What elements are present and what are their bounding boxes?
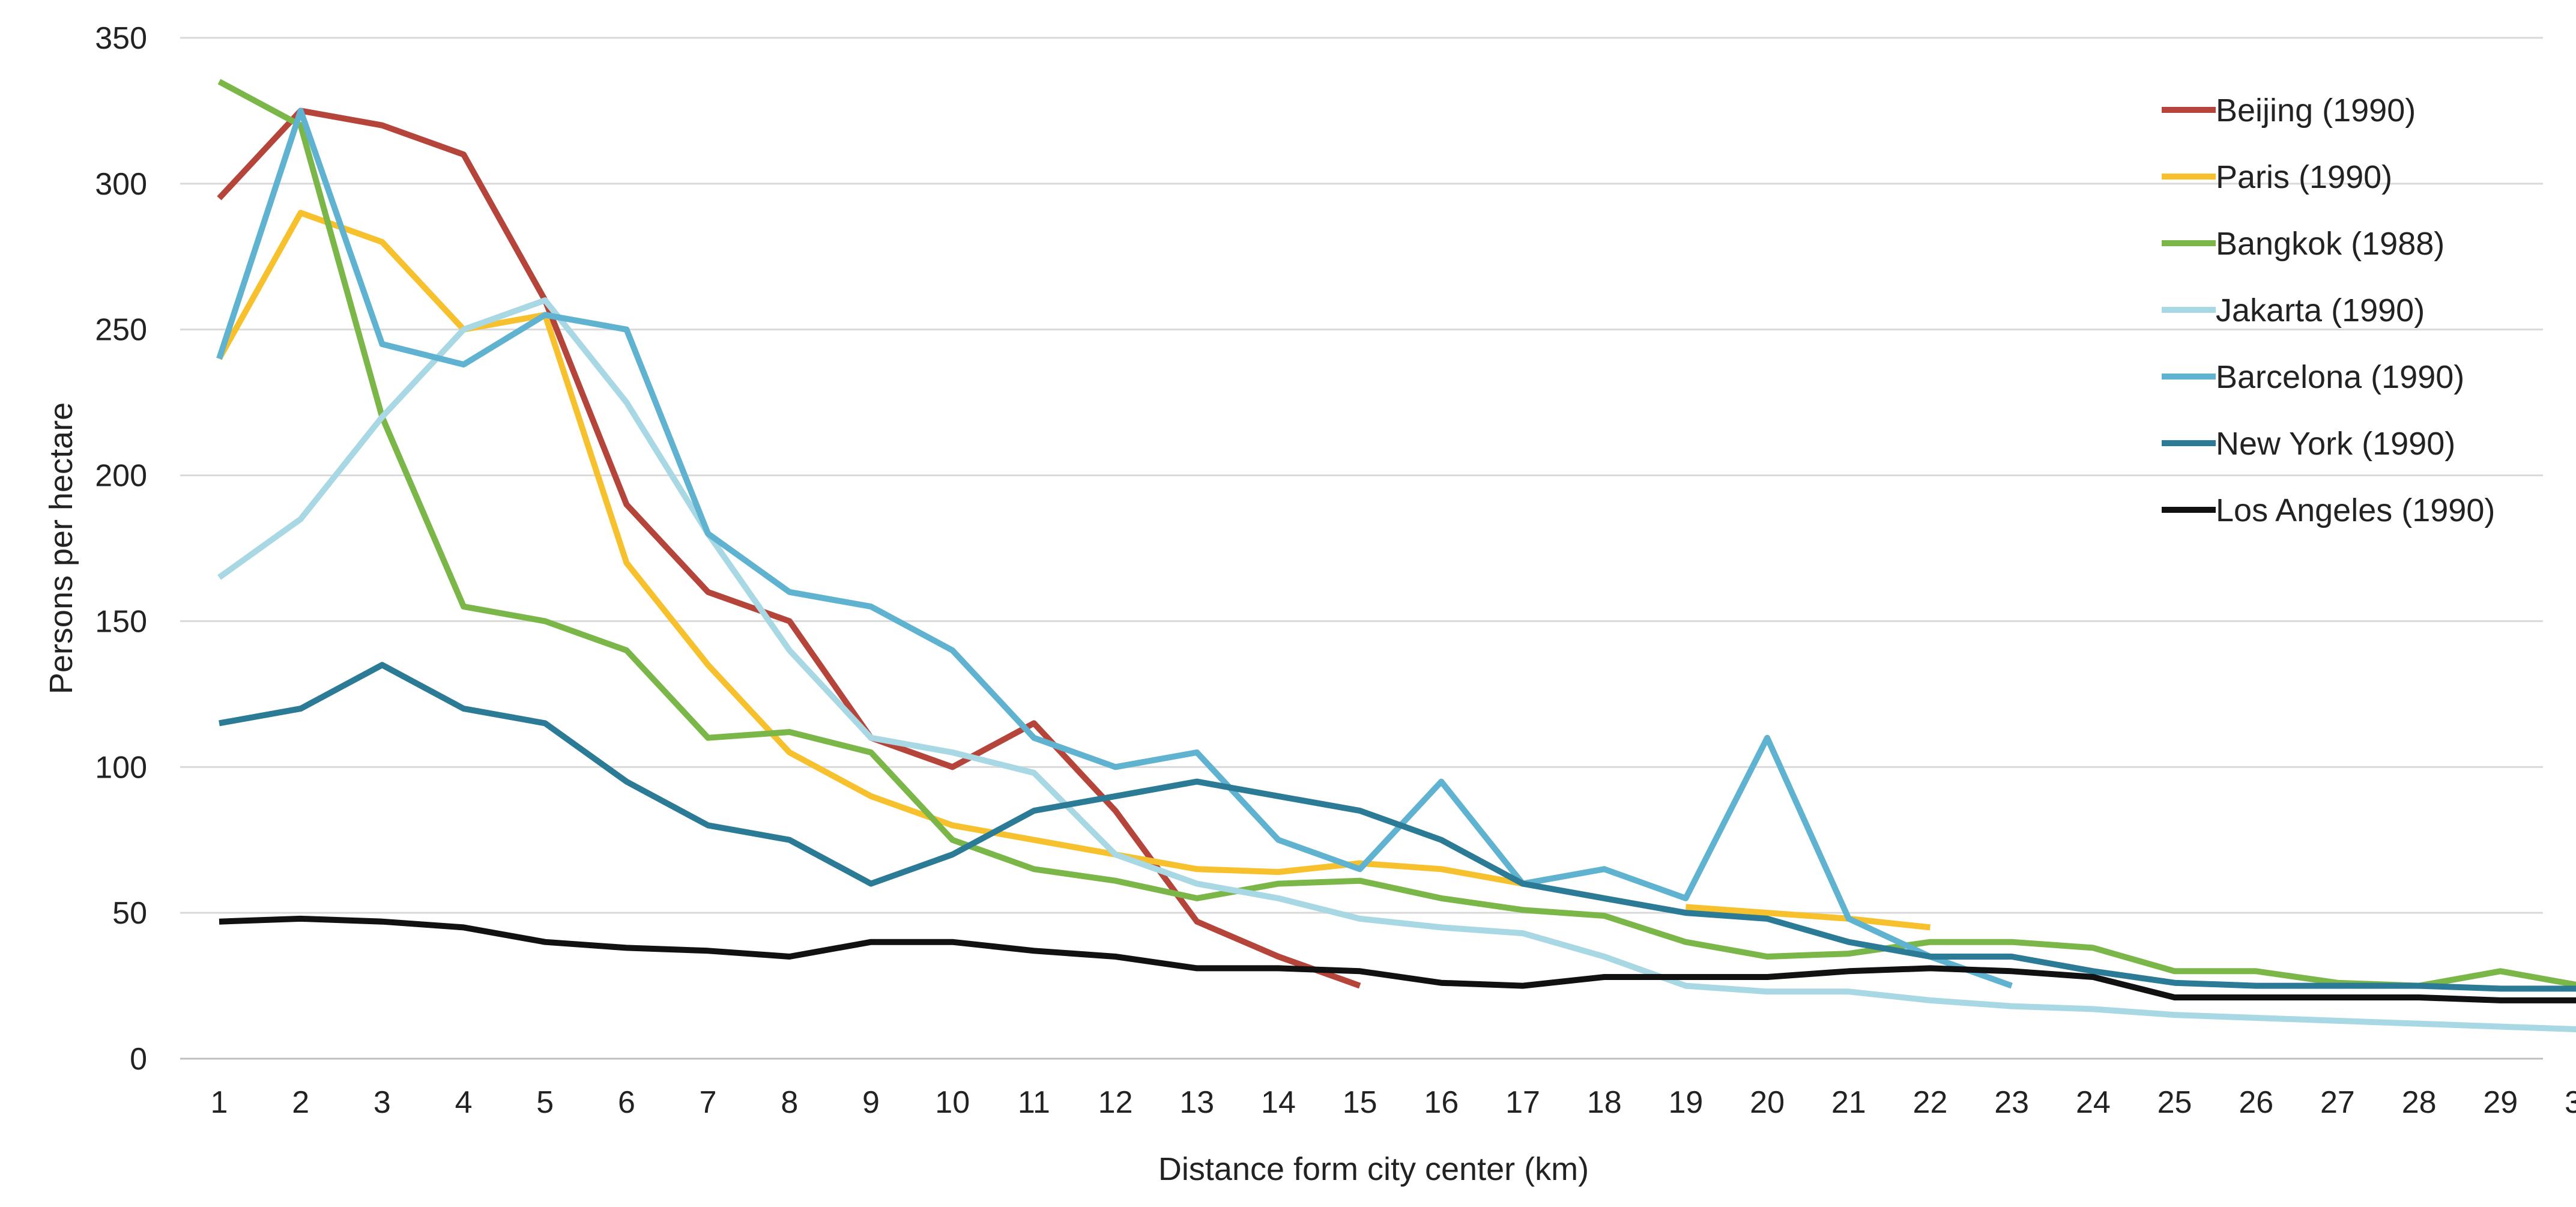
- x-tick-label: 21: [1831, 1085, 1866, 1120]
- x-tick-label: 25: [2157, 1085, 2192, 1120]
- x-tick-label: 10: [935, 1085, 970, 1120]
- x-tick-label: 15: [1343, 1085, 1377, 1120]
- x-tick-label: 16: [1424, 1085, 1459, 1120]
- x-tick-label: 30: [2565, 1085, 2576, 1120]
- x-tick-label: 2: [292, 1085, 309, 1120]
- x-tick-label: 11: [1018, 1085, 1050, 1120]
- x-tick-label: 7: [700, 1085, 717, 1120]
- x-tick-label: 20: [1750, 1085, 1785, 1120]
- y-tick-label: 300: [95, 167, 147, 202]
- legend-entry-label: Bangkok (1988): [2216, 226, 2444, 262]
- x-tick-label: 6: [618, 1085, 635, 1120]
- x-tick-label: 18: [1587, 1085, 1622, 1120]
- series-line-5: [219, 662, 2576, 992]
- legend-entry-label: Barcelona (1990): [2216, 359, 2464, 395]
- legend-entry-label: Jakarta (1990): [2216, 292, 2425, 328]
- x-tick-label: 14: [1261, 1085, 1296, 1120]
- x-tick-label: 22: [1913, 1085, 1948, 1120]
- x-tick-label: 8: [781, 1085, 798, 1120]
- y-tick-label: 350: [95, 21, 147, 56]
- x-tick-label: 27: [2320, 1085, 2355, 1120]
- y-axis-ticks: 0 50 100 150 200 250 300 350: [95, 21, 147, 1077]
- series-line-3: [217, 297, 2576, 1033]
- x-tick-label: 23: [1994, 1085, 2029, 1120]
- x-tick-label: 12: [1098, 1085, 1133, 1120]
- series-line-0: [217, 107, 1361, 989]
- x-axis-ticks: 1 2 3 4 5 6 7 8 9 10 11 12 13 14 15 16 17 18 19 20 21 22 23 24 2…: [211, 1085, 2576, 1120]
- y-tick-label: 0: [130, 1042, 147, 1077]
- x-axis-title: Distance form city center (km): [1158, 1151, 1589, 1187]
- y-tick-label: 150: [95, 604, 147, 639]
- x-tick-label: 19: [1668, 1085, 1703, 1120]
- y-tick-label: 100: [95, 750, 147, 785]
- y-tick-label: 200: [95, 459, 147, 494]
- x-tick-label: 13: [1179, 1085, 1214, 1120]
- x-tick-label: 9: [862, 1085, 880, 1120]
- legend-entry-label: Paris (1990): [2216, 159, 2392, 195]
- x-tick-label: 24: [2076, 1085, 2111, 1120]
- y-tick-label: 50: [112, 896, 147, 931]
- y-tick-label: 250: [95, 313, 147, 348]
- series-line-1: [216, 210, 1931, 931]
- x-tick-label: 28: [2402, 1085, 2437, 1120]
- x-tick-label: 29: [2483, 1085, 2518, 1120]
- legend-entry-label: Los Angeles (1990): [2216, 492, 2495, 528]
- x-tick-label: 17: [1505, 1085, 1540, 1120]
- y-axis-title: Persons per hectare: [43, 402, 79, 694]
- legend-entry-label: New York (1990): [2216, 426, 2455, 462]
- x-tick-label: 3: [373, 1085, 391, 1120]
- x-tick-label: 4: [455, 1085, 473, 1120]
- gridlines: [180, 37, 2543, 914]
- series-line-6: [219, 915, 2576, 1003]
- legend-entry-label: Beijing (1990): [2216, 92, 2416, 129]
- x-tick-label: 26: [2239, 1085, 2273, 1120]
- x-tick-label: 5: [536, 1085, 554, 1120]
- series-lines: [216, 79, 2576, 1033]
- legend: Beijing (1990) Paris (1990) Bangkok (1988)…: [2162, 92, 2495, 528]
- x-tick-label: 1: [211, 1085, 228, 1120]
- series-line-4: [216, 107, 2013, 989]
- series-line-2: [217, 79, 2576, 989]
